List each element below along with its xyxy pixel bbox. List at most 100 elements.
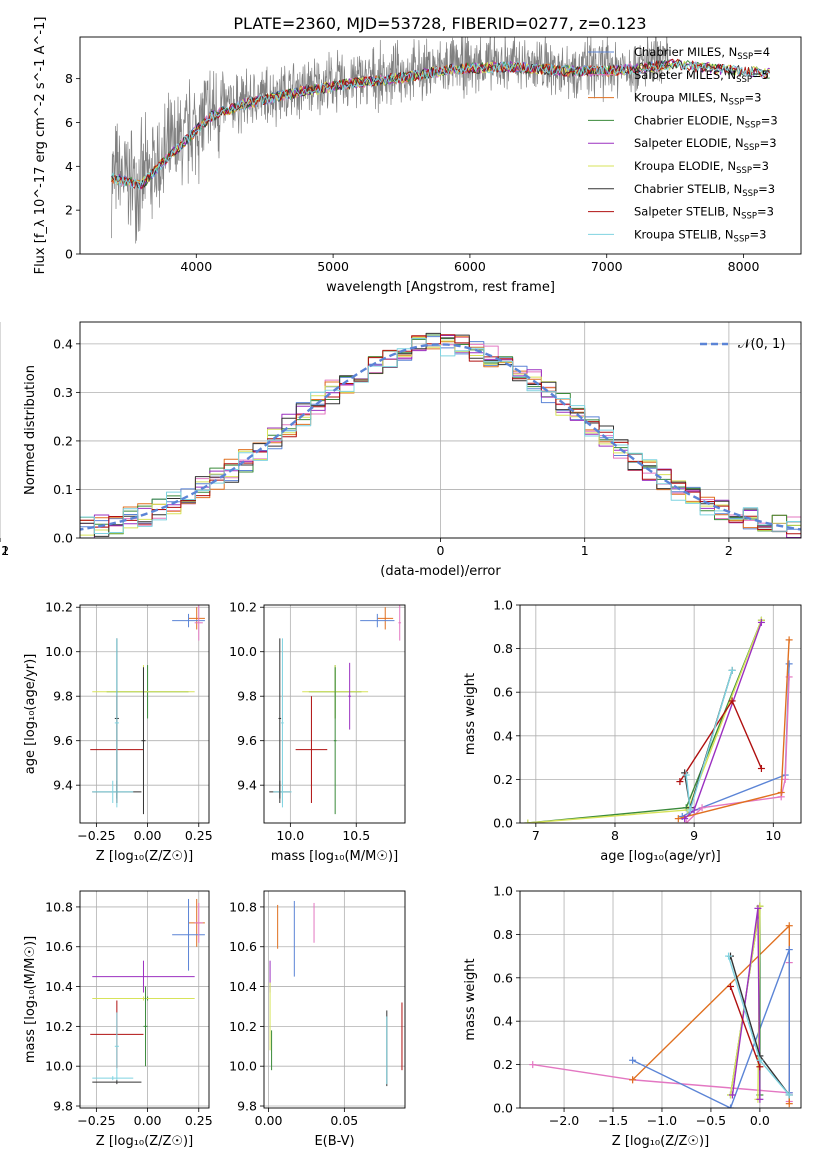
legend-tail: =4	[753, 45, 770, 59]
legend-sub: SSP	[736, 166, 752, 176]
figure-title: PLATE=2360, MJD=53728, FIBERID=0277, z=0…	[233, 14, 646, 33]
y-tick-label: 0.6	[493, 970, 513, 985]
y-tick-label: 10.2	[229, 600, 257, 615]
legend-entry: Kroupa STELIB, NSSP=3	[634, 227, 766, 244]
axes-frame	[79, 604, 210, 824]
y-axis-label: age [log₁₀(age/yr)]	[23, 654, 38, 775]
axes-frame	[263, 604, 406, 824]
x-tick-label: 4000	[180, 259, 212, 274]
y-tick-label: 4	[65, 159, 73, 174]
y-tick-label: 0.2	[53, 433, 73, 448]
z-age-panel: −0.25 0.00 0.25 9.4 9.6 9.8 10.0 10.2 Z [log₁₀(Z…	[23, 600, 213, 864]
x-tick-label: 5000	[317, 259, 349, 274]
y-tick-label: 0.0	[493, 1101, 513, 1116]
y-tick-label: 9.4	[53, 778, 73, 793]
weight-line	[679, 700, 763, 782]
legend-label: Salpeter MILES, N	[634, 68, 736, 82]
plot-area	[524, 616, 793, 823]
x-tick-label: 10	[765, 828, 781, 843]
x-tick-label: 9	[690, 828, 698, 843]
legend-label: Kroupa ELODIE, N	[634, 159, 736, 173]
legend-label: Kroupa MILES, N	[634, 91, 729, 105]
y-axis-label: Flux [f_λ 10^-17 erg cm^-2 s^-1 A^-1]	[33, 17, 48, 275]
y-tick-label: 0.4	[493, 1014, 513, 1029]
legend-label: Salpeter STELIB, N	[634, 205, 741, 219]
y-tick-label: 0.4	[493, 728, 513, 743]
legend-tail: =3	[761, 113, 778, 127]
x-axis-label: wavelength [Angstrom, rest frame]	[326, 280, 555, 295]
x-tick-label: 6000	[454, 259, 486, 274]
legend-entry: 𝒩(0, 1)	[738, 337, 785, 352]
x-tick-label: 8	[611, 828, 619, 843]
x-tick-label: 10.0	[276, 828, 304, 843]
y-tick-label: 9.8	[237, 1099, 257, 1114]
y-axis-label: mass [log₁₀(M/M☉)]	[23, 936, 38, 1063]
x-tick-label: 10.5	[342, 828, 370, 843]
legend-label: Chabrier MILES, N	[634, 45, 737, 59]
legend-tail: =5	[752, 68, 769, 82]
x-axis-label: Z [log₁₀(Z/Z☉)]	[612, 1134, 709, 1149]
y-tick-label: 0.0	[53, 531, 73, 546]
legend-tail: =3	[757, 205, 774, 219]
x-axis-label: Z [log₁₀(Z/Z☉)]	[96, 1134, 193, 1149]
y-tick-label: 0.3	[53, 385, 73, 400]
legend-sub: SSP	[745, 120, 761, 130]
x-tick-label: −0.25	[77, 828, 115, 843]
axes-frame	[79, 890, 210, 1109]
data-spectrum-line	[111, 37, 669, 244]
x-tick-label: −2	[0, 543, 9, 558]
plot-area	[269, 900, 403, 1087]
y-tick-label: 9.8	[53, 1099, 73, 1114]
legend-sub: SSP	[737, 52, 753, 62]
y-tick-label: 10.0	[229, 1059, 257, 1074]
y-tick-label: 10.2	[45, 1019, 73, 1034]
y-tick-label: 9.6	[237, 733, 257, 748]
legend-sub: SSP	[741, 212, 757, 222]
x-tick-label: 0.00	[255, 1113, 283, 1128]
y-tick-label: 9.8	[237, 689, 257, 704]
legend-entry: Kroupa MILES, NSSP=3	[634, 91, 761, 108]
x-tick-label: 0.00	[134, 1113, 162, 1128]
plot-area	[269, 605, 402, 815]
y-tick-label: 0.6	[493, 685, 513, 700]
y-tick-label: 0.4	[53, 336, 73, 351]
y-tick-label: 10.0	[45, 1059, 73, 1074]
model-line-salpeter-stelib	[111, 58, 771, 189]
y-axis-label: mass weight	[463, 673, 478, 755]
y-tick-label: 0	[65, 247, 73, 262]
y-tick-label: 0.8	[493, 641, 513, 656]
x-tick-label: 8000	[728, 259, 760, 274]
y-tick-label: 1.0	[493, 884, 513, 899]
x-tick-label: 0.00	[134, 828, 162, 843]
y-tick-label: 10.4	[45, 979, 73, 994]
legend-sub: SSP	[736, 75, 752, 85]
legend-entry: Kroupa ELODIE, NSSP=3	[634, 159, 769, 176]
y-tick-label: 0.1	[53, 482, 73, 497]
legend-entry: Chabrier MILES, NSSP=4	[634, 45, 770, 62]
legend-label: Chabrier STELIB, N	[634, 182, 742, 196]
y-tick-label: 10.0	[45, 644, 73, 659]
x-tick-label: −1	[0, 543, 9, 558]
legend-tail: =3	[760, 136, 777, 150]
x-tick-label: −0.25	[77, 1113, 115, 1128]
ebv-mass-panel: 0.00 0.05 9.8 10.0 10.2 10.4 10.6 10.8 E(B-V)	[229, 890, 406, 1149]
legend-tail: =3	[744, 91, 761, 105]
x-tick-label: −1.0	[647, 1113, 677, 1128]
x-axis-label: Z [log₁₀(Z/Z☉)]	[96, 849, 193, 864]
y-tick-label: 1.0	[493, 598, 513, 613]
legend-sub: SSP	[734, 234, 750, 244]
legend-label: Salpeter ELODIE, N	[634, 136, 744, 150]
y-axis-label: mass weight	[463, 958, 478, 1040]
legend-entry: Salpeter MILES, NSSP=5	[634, 68, 769, 85]
y-tick-label: 10.4	[229, 979, 257, 994]
legend-entry: Chabrier ELODIE, NSSP=3	[634, 113, 778, 130]
y-tick-label: 0.2	[493, 772, 513, 787]
legend-sub: SSP	[729, 98, 745, 108]
legend-entry: Salpeter ELODIE, NSSP=3	[634, 136, 777, 153]
y-tick-label: 9.4	[237, 778, 257, 793]
plot-area	[90, 898, 205, 1085]
legend-tail: =3	[749, 227, 766, 241]
mass-age-panel: 10.0 10.5 9.4 9.6 9.8 10.0 10.2 mass [log₁₀(M/M…	[229, 600, 406, 864]
x-tick-label: 1	[581, 543, 589, 558]
